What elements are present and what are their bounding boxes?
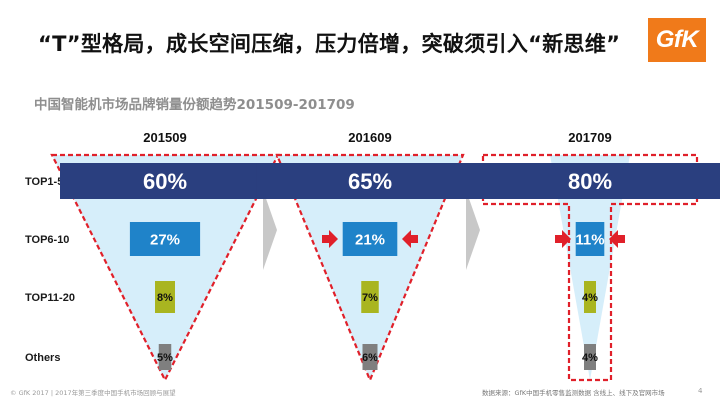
market-share-chart: TOP1-5 TOP6-10 TOP11-20 Others 201509 201609 2… <box>25 130 720 383</box>
bar <box>342 222 398 256</box>
page-number: 4 <box>698 387 703 395</box>
data-label: 4% <box>582 352 598 364</box>
category-label: TOP1-5 <box>25 176 63 188</box>
bar <box>362 344 378 370</box>
data-label: 65% <box>348 169 392 194</box>
bar <box>584 344 596 370</box>
data-label: 7% <box>362 292 378 304</box>
funnel-shape <box>52 155 278 380</box>
period-label: 201709 <box>568 130 611 145</box>
chevron-icon <box>263 190 277 270</box>
bar <box>129 222 201 256</box>
period-label: 201609 <box>348 130 391 145</box>
data-label: 11% <box>575 231 604 248</box>
funnel-dashed-outline <box>50 153 280 383</box>
category-label: TOP11-20 <box>25 292 75 304</box>
data-label: 6% <box>362 352 378 364</box>
bar <box>60 163 270 199</box>
bar <box>256 163 484 199</box>
period-label: 201509 <box>143 130 186 145</box>
funnel-dashed-outline <box>275 153 465 383</box>
funnel-dashed-outline <box>481 153 699 382</box>
data-label: 60% <box>143 169 187 194</box>
data-label: 5% <box>157 352 173 364</box>
data-label: 4% <box>582 292 598 304</box>
data-label: 21% <box>355 231 385 248</box>
data-label: 8% <box>157 292 173 304</box>
arrow-right-icon <box>322 230 338 248</box>
bar <box>450 163 720 199</box>
chart-title: 中国智能机市场品牌销量份额趋势201509-201709 <box>34 97 355 113</box>
bar <box>584 281 596 313</box>
arrow-right-icon <box>555 230 571 248</box>
chevron-icon <box>466 190 480 270</box>
headline: “T”型格局，成长空间压缩，压力倍增，突破须引入“新思维” <box>38 32 621 56</box>
category-label: TOP6-10 <box>25 234 69 246</box>
arrow-left-icon <box>609 230 625 248</box>
gfk-logo: GfK <box>648 18 706 62</box>
footer-copyright: © GfK 2017 | 2017年第三季度中国手机市场回顾与展望 <box>10 389 176 397</box>
bar <box>575 222 605 256</box>
footer-source: 数据来源：GfK中国手机零售监测数据 含线上、线下及官网市场 <box>482 389 665 397</box>
category-label: Others <box>25 352 60 364</box>
arrow-left-icon <box>402 230 418 248</box>
bar <box>155 281 175 313</box>
data-label: 80% <box>568 169 612 194</box>
bar <box>361 281 379 313</box>
bar <box>158 344 172 370</box>
data-label: 27% <box>150 231 180 248</box>
funnel-shape <box>277 155 463 380</box>
